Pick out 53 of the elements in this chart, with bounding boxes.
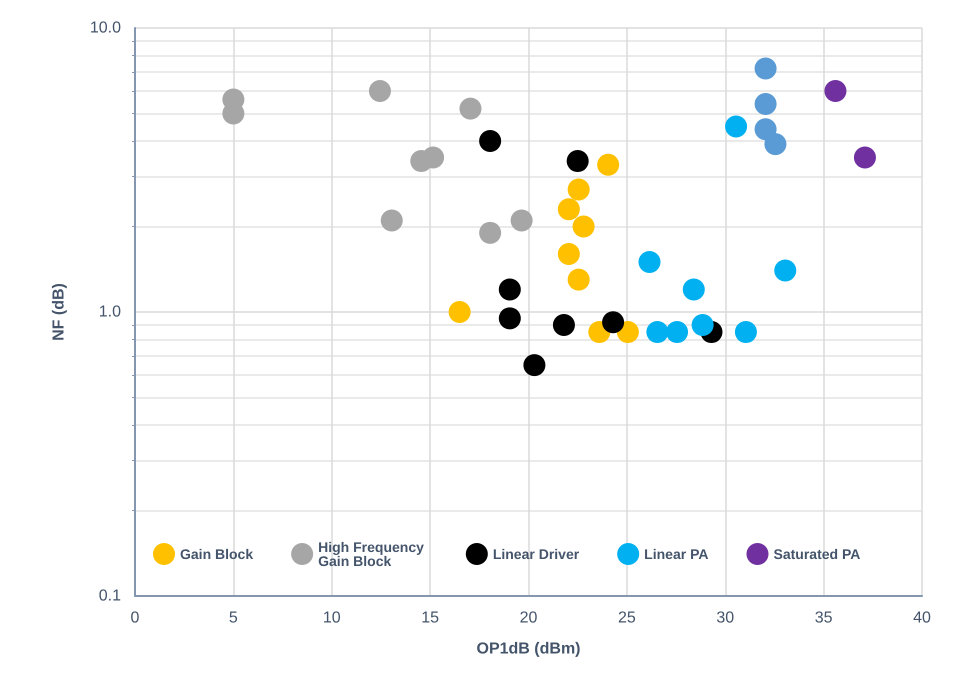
- point: [568, 178, 590, 200]
- point: [682, 278, 705, 301]
- y-tick-label: 1.0: [98, 304, 122, 320]
- point: [754, 93, 777, 115]
- point: [854, 146, 876, 168]
- point: [597, 154, 620, 176]
- x-tick-label: 35: [814, 610, 833, 626]
- x-tick-label: 5: [228, 610, 238, 626]
- point: [552, 314, 575, 336]
- point: [692, 314, 714, 336]
- point: [602, 311, 624, 334]
- legend-label: Gain Block: [180, 546, 254, 562]
- legend-label: High Frequency Gain Block: [318, 539, 428, 569]
- point: [568, 268, 590, 291]
- x-tick-label: 30: [716, 610, 734, 626]
- point: [380, 209, 403, 232]
- point: [498, 278, 521, 301]
- legend-label: Saturated PA: [774, 546, 860, 562]
- point: [498, 307, 521, 330]
- legend-label: Linear Driver: [492, 546, 580, 562]
- point: [572, 216, 595, 238]
- point: [479, 222, 502, 244]
- point: [666, 321, 688, 344]
- point: [368, 80, 391, 102]
- point: [558, 198, 580, 220]
- x-tick-label: 20: [520, 610, 538, 626]
- point: [754, 58, 777, 80]
- point: [774, 260, 796, 282]
- point: [725, 115, 748, 138]
- point: [523, 354, 546, 376]
- point: [479, 130, 502, 152]
- legend-label: Linear PA: [644, 546, 708, 562]
- x-tick-label: 25: [618, 610, 636, 626]
- point: [448, 301, 471, 323]
- y-axis-title: NF (dB): [50, 283, 68, 341]
- point: [616, 321, 639, 344]
- point: [459, 98, 482, 120]
- point: [646, 321, 668, 344]
- x-axis-title: OP1dB (dBm): [476, 640, 580, 658]
- point: [824, 80, 846, 102]
- point: [558, 243, 580, 266]
- y-tick-label: 0.1: [98, 588, 122, 604]
- y-tick-label: 10.0: [90, 20, 122, 36]
- x-tick-label: 40: [913, 610, 931, 626]
- x-tick-label: 0: [130, 610, 140, 626]
- point: [510, 209, 533, 232]
- point: [764, 133, 786, 156]
- point: [638, 250, 660, 273]
- point: [754, 118, 777, 140]
- point: [734, 321, 757, 344]
- x-tick-label: 15: [421, 610, 440, 626]
- point: [566, 150, 589, 172]
- x-tick-label: 10: [322, 610, 341, 626]
